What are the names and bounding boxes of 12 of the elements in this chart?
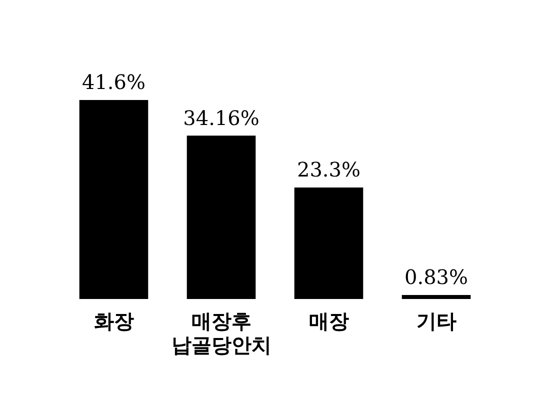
bar [294, 188, 364, 299]
x-tick-label: 매장 [308, 309, 349, 334]
x-tick-label: 기타 [416, 309, 456, 334]
data-label: 0.83% [404, 265, 468, 290]
bar [402, 295, 471, 299]
x-tick-label: 화장 [94, 309, 134, 334]
data-label: 41.6% [82, 70, 146, 94]
data-label: 23.3% [296, 158, 361, 182]
bar [79, 100, 148, 299]
x-tick-label: 매장후 납골당안치 [171, 309, 272, 358]
data-label: 34.16% [183, 106, 260, 130]
bar [186, 136, 256, 299]
